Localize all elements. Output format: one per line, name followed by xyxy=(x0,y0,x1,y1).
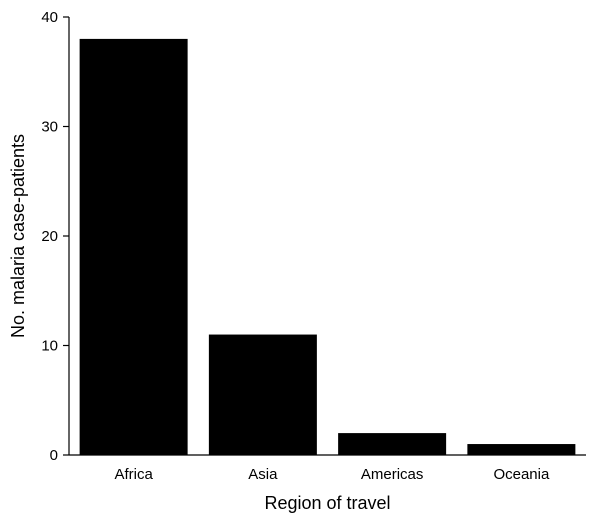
bars-group xyxy=(79,38,576,456)
bar-africa xyxy=(79,38,188,456)
x-axis-title: Region of travel xyxy=(264,493,390,513)
y-axis-title: No. malaria case-patients xyxy=(8,134,28,338)
y-tick-label-4: 40 xyxy=(41,9,58,26)
y-tick-label-0: 0 xyxy=(50,447,58,464)
y-tick-label-3: 30 xyxy=(41,119,58,136)
y-tick-label-2: 20 xyxy=(41,228,58,245)
x-tick-label-africa: Africa xyxy=(114,466,153,483)
x-tick-label-asia: Asia xyxy=(248,466,278,483)
y-ticks-group: 0 10 20 30 40 xyxy=(41,9,69,464)
x-tick-label-oceania: Oceania xyxy=(493,466,550,483)
bar-oceania xyxy=(467,444,576,455)
bar-americas xyxy=(338,433,447,455)
x-tick-label-americas: Americas xyxy=(361,466,424,483)
x-ticks-group: Africa Asia Americas Oceania xyxy=(114,466,550,483)
bar-asia xyxy=(208,334,317,455)
y-tick-label-1: 10 xyxy=(41,338,58,355)
